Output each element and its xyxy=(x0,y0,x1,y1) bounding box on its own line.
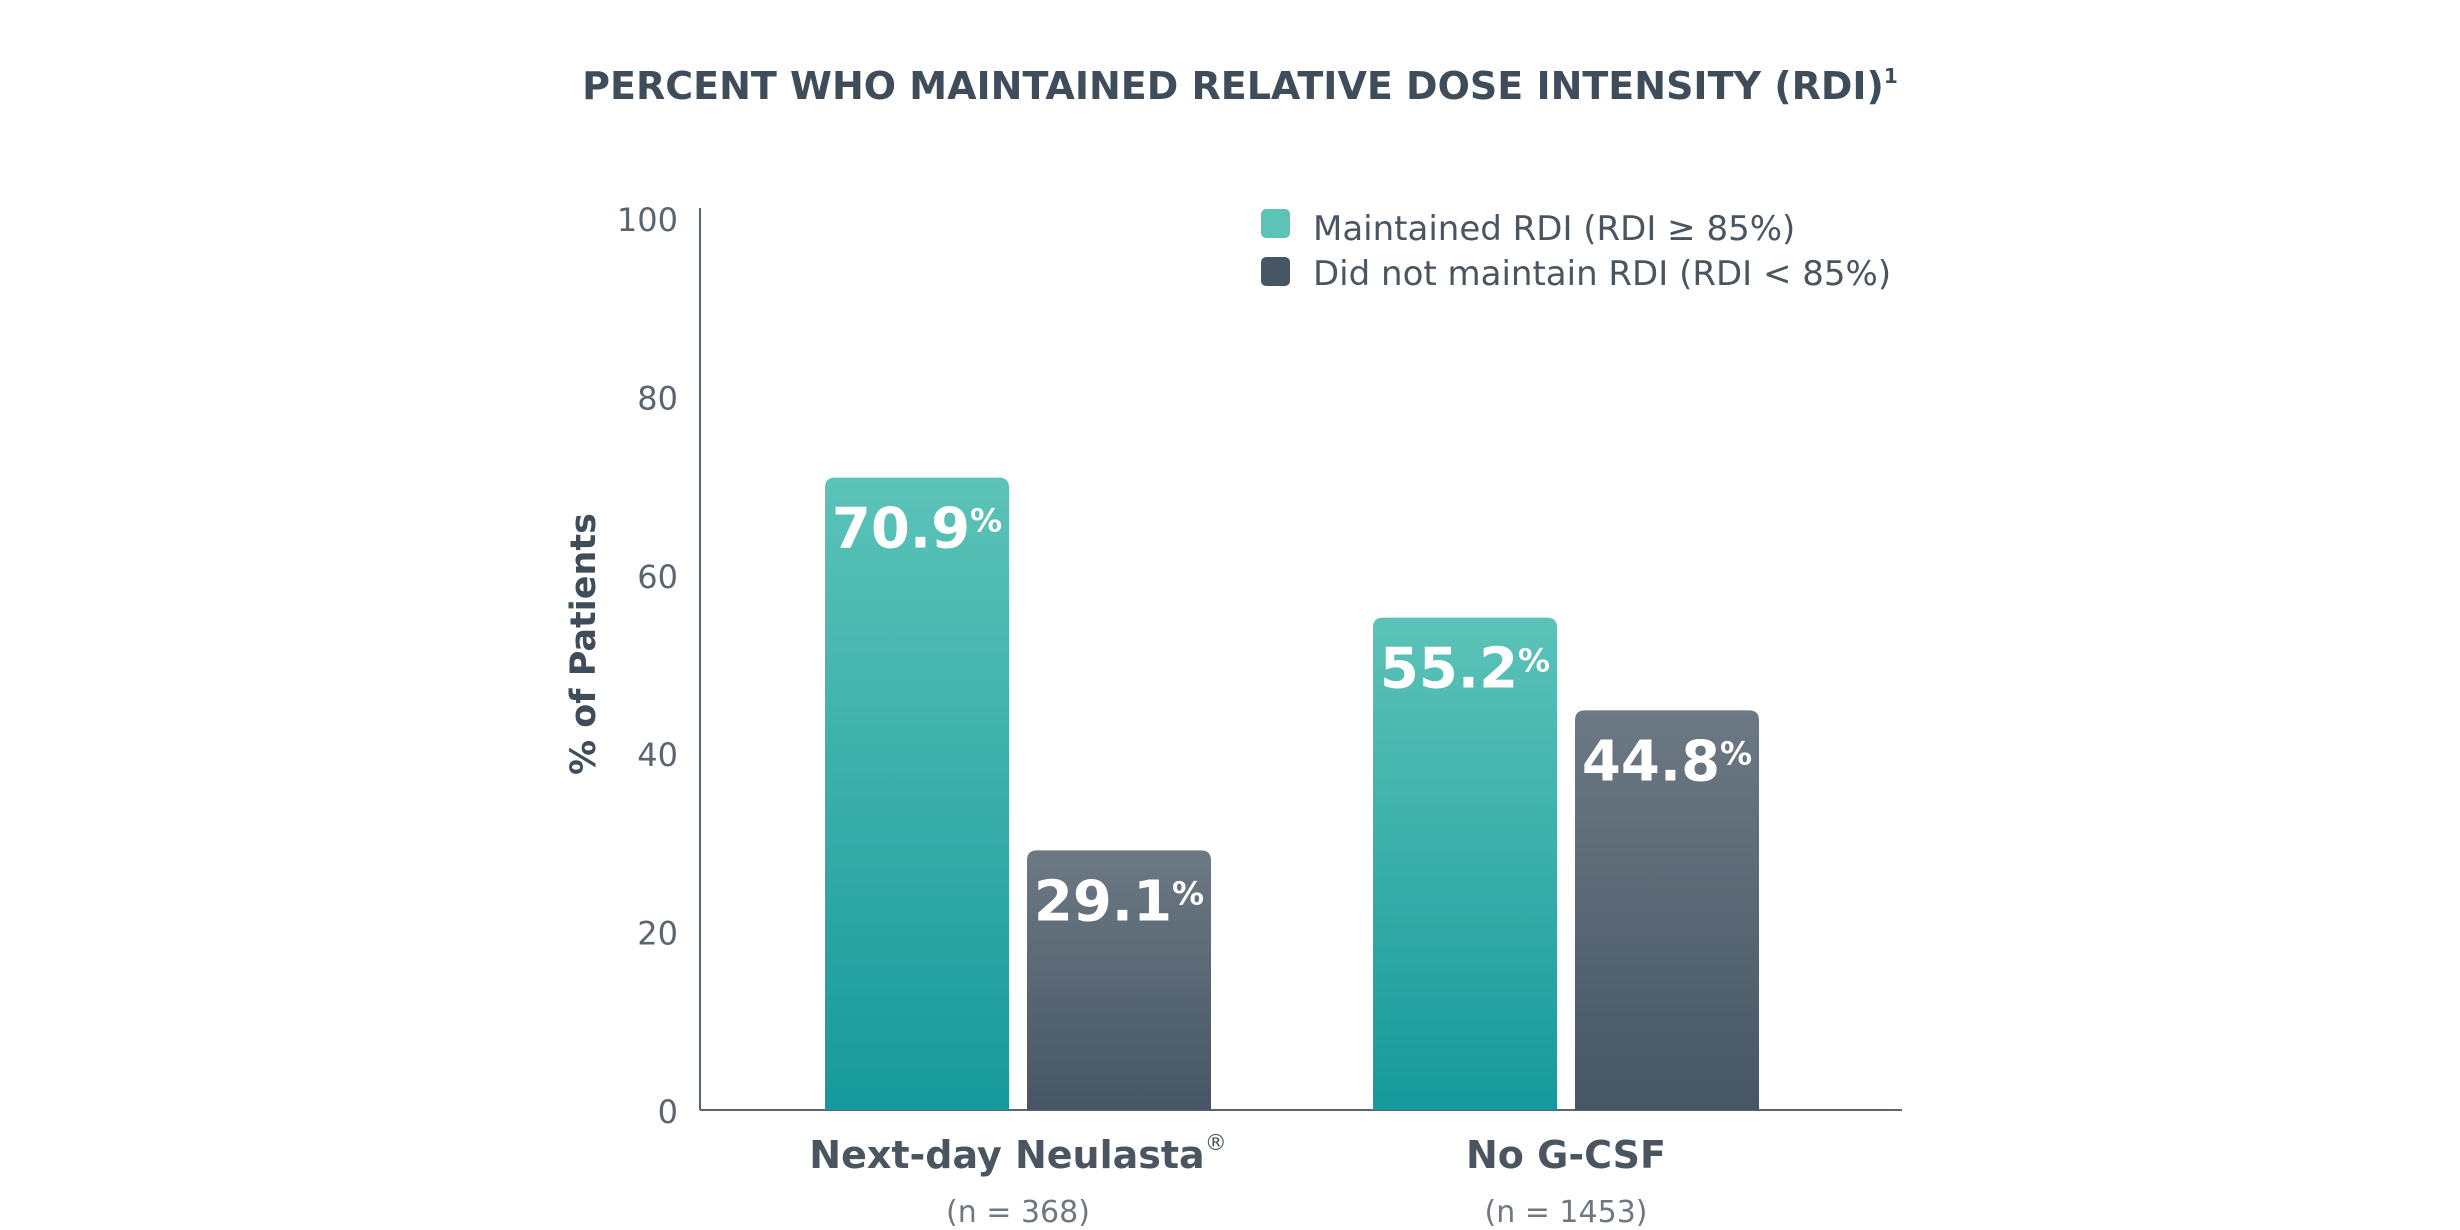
category-labels: Next-day Neulasta® (n = 368) No G-CSF (n = … xyxy=(809,1131,1666,1230)
legend-label-not-maintained: Did not maintain RDI (RDI < 85%) xyxy=(1313,254,1891,294)
y-axis-ticks: 0 20 40 60 80 100 xyxy=(617,201,678,1131)
bar-value-label: 70.9% xyxy=(832,497,1002,562)
y-axis-label: % of Patients xyxy=(564,513,604,775)
legend-swatch-not-maintained xyxy=(1261,257,1290,286)
y-tick-label: 20 xyxy=(637,915,678,953)
category-sublabel: (n = 1453) xyxy=(1485,1195,1648,1230)
y-tick-label: 0 xyxy=(658,1093,678,1131)
chart-title: PERCENT WHO MAINTAINED RELATIVE DOSE INT… xyxy=(582,64,1898,108)
y-tick-label: 80 xyxy=(637,379,678,417)
y-tick-label: 60 xyxy=(637,558,678,596)
legend: Maintained RDI (RDI ≥ 85%) Did not maint… xyxy=(1261,209,1891,294)
legend-swatch-maintained xyxy=(1261,209,1290,238)
category-sublabel: (n = 368) xyxy=(946,1195,1090,1230)
bar-value-label: 44.8% xyxy=(1582,729,1752,794)
bars xyxy=(825,477,1759,1110)
y-tick-label: 100 xyxy=(617,201,678,239)
bar-not-maintained-1 xyxy=(1575,710,1759,1110)
category-label: No G-CSF xyxy=(1466,1133,1666,1177)
chart-title-text: PERCENT WHO MAINTAINED RELATIVE DOSE INT… xyxy=(582,64,1884,108)
bar-value-label: 55.2% xyxy=(1380,637,1550,702)
chart-title-superscript: 1 xyxy=(1884,64,1898,88)
bar-value-label: 29.1% xyxy=(1034,869,1204,934)
category-label: Next-day Neulasta® xyxy=(809,1131,1226,1177)
bar-maintained-0 xyxy=(825,477,1009,1110)
y-tick-label: 40 xyxy=(637,736,678,774)
bar-value-labels: 70.9% 55.2% 29.1% 44.8% xyxy=(832,497,1752,935)
bar-not-maintained-0 xyxy=(1027,850,1211,1110)
bar-maintained-1 xyxy=(1373,617,1557,1110)
legend-label-maintained: Maintained RDI (RDI ≥ 85%) xyxy=(1313,209,1795,249)
